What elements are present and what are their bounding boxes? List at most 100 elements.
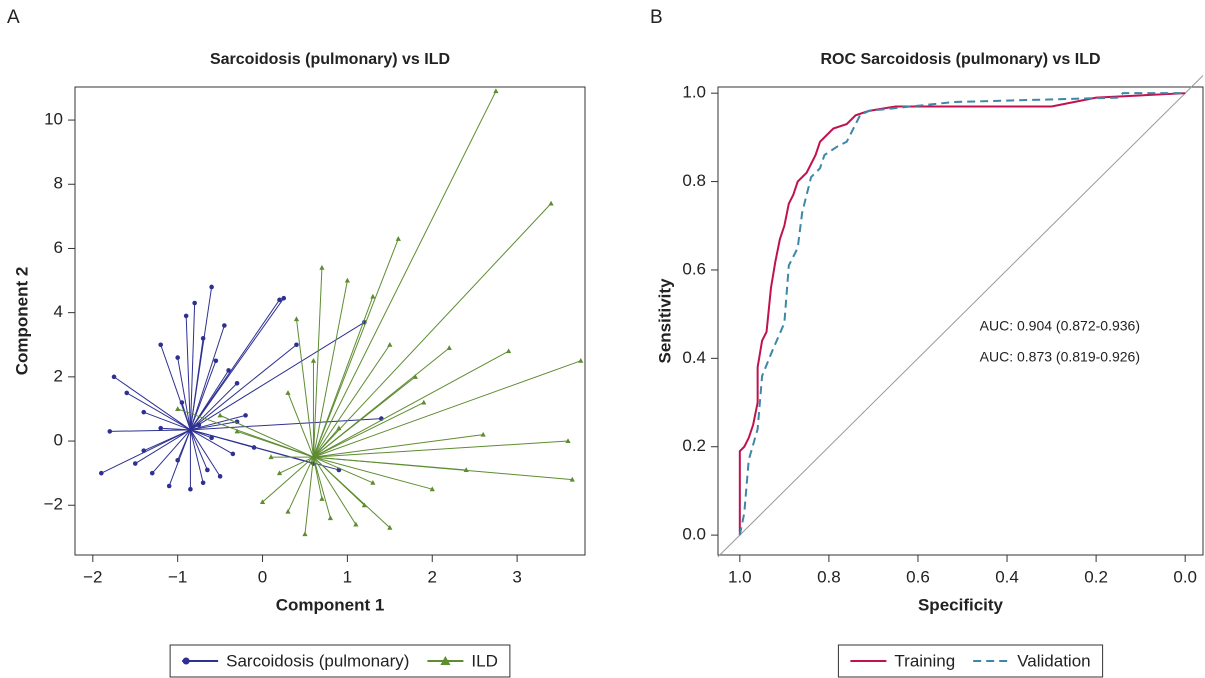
spoke xyxy=(109,429,191,432)
point xyxy=(319,264,325,270)
spoke xyxy=(312,456,331,519)
legend-label: Training xyxy=(894,651,955,670)
spoke xyxy=(313,456,391,529)
x-tick-label: 0.2 xyxy=(1084,567,1108,586)
point xyxy=(243,413,248,418)
point xyxy=(548,200,554,206)
point xyxy=(353,521,359,527)
spoke xyxy=(190,421,238,431)
point xyxy=(213,358,219,364)
point xyxy=(446,345,452,350)
point xyxy=(209,435,214,441)
reference-diagonal xyxy=(717,75,1204,558)
spoke xyxy=(185,315,191,430)
spoke xyxy=(312,296,374,458)
point xyxy=(141,409,147,415)
x-tick-label: −2 xyxy=(83,567,102,586)
spoke xyxy=(312,280,348,458)
plot-frame xyxy=(717,86,1204,556)
point xyxy=(480,431,486,437)
chart-title: ROC Sarcoidosis (pulmonary) vs ILD xyxy=(820,51,1100,68)
x-tick-label: 0.8 xyxy=(817,567,841,586)
point xyxy=(141,448,147,453)
x-tick-label: 0.6 xyxy=(906,567,930,586)
chart-title: Sarcoidosis (pulmonary) vs ILD xyxy=(210,51,450,68)
x-tick-label: 1 xyxy=(343,567,352,586)
spoke xyxy=(313,434,484,458)
point xyxy=(222,323,227,328)
spoke xyxy=(313,347,450,458)
point xyxy=(285,390,291,395)
point xyxy=(565,438,571,444)
point xyxy=(493,88,499,94)
point xyxy=(361,502,367,508)
point xyxy=(421,399,427,405)
spoke xyxy=(313,427,340,458)
y-tick-label: 0.6 xyxy=(682,259,706,278)
spoke xyxy=(219,414,314,458)
spoke xyxy=(190,414,246,431)
spoke xyxy=(143,411,191,431)
spoke xyxy=(143,429,191,452)
point xyxy=(506,348,512,354)
spoke xyxy=(313,360,581,458)
point xyxy=(226,368,231,373)
point xyxy=(268,454,274,460)
point xyxy=(344,277,350,283)
spoke xyxy=(181,402,191,430)
x-tick-label: 0.0 xyxy=(1173,567,1197,586)
x-axis-label: Specificity xyxy=(918,595,1004,614)
spoke xyxy=(189,297,285,431)
point xyxy=(158,342,164,348)
point xyxy=(463,467,469,472)
spoke xyxy=(279,456,314,474)
point xyxy=(99,470,104,476)
spoke xyxy=(313,90,497,458)
point xyxy=(230,451,236,457)
spoke xyxy=(190,344,297,431)
point xyxy=(387,341,393,347)
y-tick-label: 6 xyxy=(54,238,63,257)
x-tick-label: 1.0 xyxy=(728,567,752,586)
legend: Sarcoidosis (pulmonary) ILD xyxy=(169,644,511,678)
legend-label: Validation xyxy=(1017,651,1090,670)
y-axis-label: Component 2 xyxy=(12,267,31,376)
point xyxy=(569,476,575,482)
spoke xyxy=(189,325,225,430)
spoke xyxy=(304,457,314,535)
legend-item: Validation xyxy=(973,651,1091,670)
point xyxy=(251,445,257,450)
point xyxy=(370,479,376,485)
point xyxy=(234,380,240,386)
spoke xyxy=(287,456,314,512)
point xyxy=(124,390,130,396)
point xyxy=(319,496,325,501)
x-tick-label: 3 xyxy=(512,567,521,586)
spoke xyxy=(189,429,204,483)
legend-marker xyxy=(440,656,451,665)
point xyxy=(412,374,418,379)
y-tick-label: 2 xyxy=(54,366,63,385)
x-tick-label: −1 xyxy=(168,567,187,586)
spoke xyxy=(287,392,314,458)
point xyxy=(259,499,266,505)
point xyxy=(277,297,282,303)
point xyxy=(200,480,206,486)
point xyxy=(293,316,300,322)
spoke xyxy=(160,344,191,430)
point xyxy=(387,524,393,530)
spoke xyxy=(313,203,552,458)
point xyxy=(429,486,435,492)
spoke xyxy=(189,286,213,430)
x-tick-label: 0 xyxy=(258,567,267,586)
point xyxy=(111,374,117,380)
spoke xyxy=(190,382,238,431)
spoke xyxy=(190,418,382,431)
point xyxy=(188,486,193,492)
point xyxy=(107,429,113,434)
legend-item: Sarcoidosis (pulmonary) xyxy=(182,651,409,670)
spoke xyxy=(113,376,191,431)
spoke xyxy=(295,319,314,458)
point xyxy=(285,508,291,514)
